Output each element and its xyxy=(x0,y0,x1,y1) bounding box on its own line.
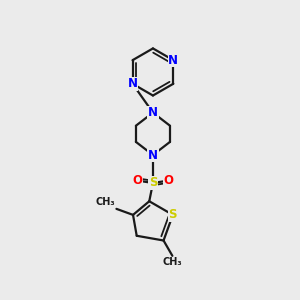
Text: N: N xyxy=(128,77,137,90)
Text: CH₃: CH₃ xyxy=(163,257,182,267)
Text: N: N xyxy=(168,54,178,67)
Text: S: S xyxy=(169,208,177,221)
Text: CH₃: CH₃ xyxy=(96,197,115,207)
Text: O: O xyxy=(163,174,173,187)
Text: O: O xyxy=(133,174,142,187)
Text: N: N xyxy=(148,148,158,161)
Text: S: S xyxy=(149,176,157,190)
Text: N: N xyxy=(148,106,158,119)
